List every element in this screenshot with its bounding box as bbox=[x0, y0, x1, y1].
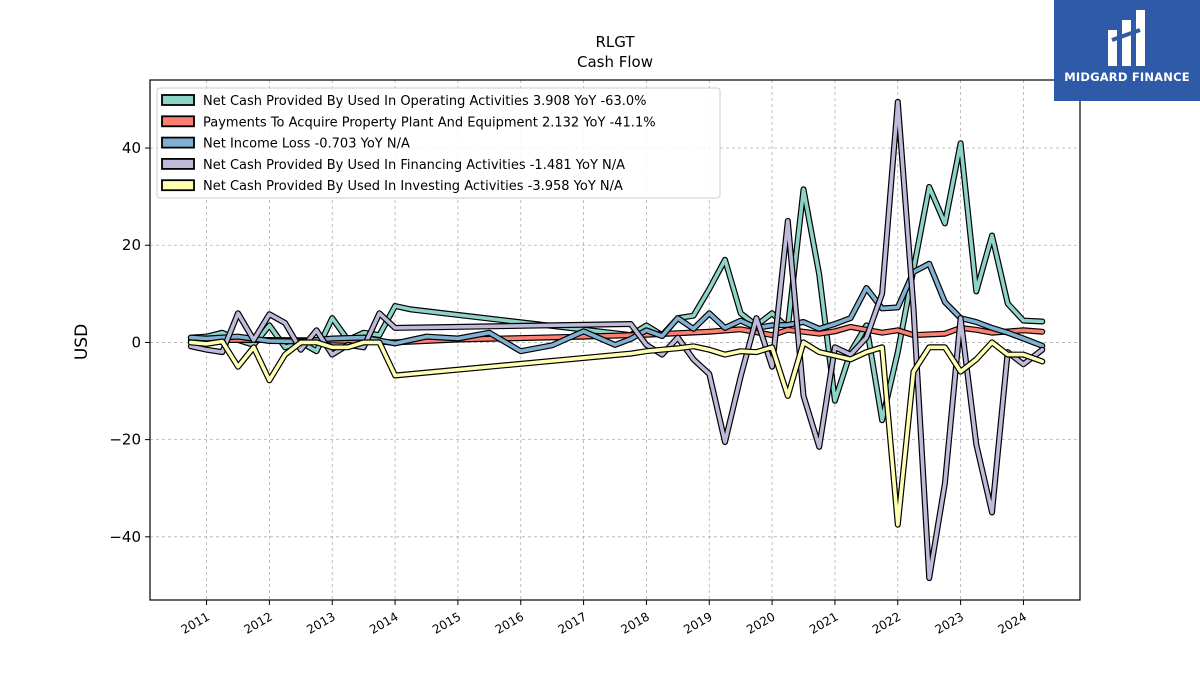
x-tick-label: 2017 bbox=[556, 609, 589, 636]
x-tick-label: 2023 bbox=[933, 609, 966, 636]
y-axis-label: USD bbox=[72, 324, 92, 360]
series-line-5 bbox=[187, 338, 1046, 528]
brand-logo-text: MIDGARD FINANCE bbox=[1064, 70, 1190, 84]
x-tick-label: 2016 bbox=[493, 609, 526, 636]
x-tick-label: 2013 bbox=[304, 609, 337, 636]
brand-logo: MIDGARD FINANCE bbox=[1054, 0, 1200, 101]
legend-swatch-3 bbox=[161, 136, 195, 149]
x-tick-label: 2024 bbox=[995, 609, 1028, 636]
legend-swatch-4 bbox=[161, 157, 195, 170]
legend-box bbox=[156, 87, 721, 199]
y-tick-label: −20 bbox=[109, 431, 141, 449]
x-tick-label: 2022 bbox=[870, 609, 903, 636]
x-tick-label: 2012 bbox=[241, 609, 274, 636]
x-tick-label: 2011 bbox=[179, 609, 212, 636]
series-layer bbox=[187, 98, 1046, 582]
legend: Net Cash Provided By Used In Operating A… bbox=[156, 87, 721, 199]
series-line-4 bbox=[187, 98, 1046, 582]
legend-entry-3: Net Income Loss -0.703 YoY N/A bbox=[203, 137, 410, 152]
legend-entry-2: Payments To Acquire Property Plant And E… bbox=[203, 115, 656, 130]
legend-swatch-1 bbox=[161, 94, 195, 106]
y-tick-label: 20 bbox=[122, 236, 141, 254]
y-tick-label: −40 bbox=[109, 528, 141, 546]
plot-frame bbox=[149, 79, 1081, 601]
x-tick-label: 2014 bbox=[367, 609, 400, 636]
legend-swatch-5 bbox=[161, 179, 195, 192]
legend-entry-1: Net Cash Provided By Used In Operating A… bbox=[203, 94, 646, 109]
series-stroke bbox=[189, 261, 1045, 353]
legend-entry-5: Net Cash Provided By Used In Investing A… bbox=[203, 179, 623, 194]
series-stroke bbox=[189, 339, 1045, 527]
x-tick-label: 2021 bbox=[807, 609, 840, 636]
x-tick-label: 2015 bbox=[430, 609, 463, 636]
legend-swatch-2 bbox=[161, 115, 195, 128]
chart-title: RLGT bbox=[595, 33, 635, 51]
series-stroke bbox=[189, 100, 1045, 580]
y-tick-label: 40 bbox=[122, 139, 141, 157]
x-tick-label: 2019 bbox=[681, 609, 714, 636]
chart-subtitle: Cash Flow bbox=[577, 53, 653, 71]
x-tick-label: 2020 bbox=[744, 609, 777, 636]
legend-entry-4: Net Cash Provided By Used In Financing A… bbox=[203, 158, 625, 173]
midgard-logo-icon bbox=[1108, 10, 1145, 66]
y-tick-label: 0 bbox=[131, 333, 141, 351]
series-line-3 bbox=[187, 260, 1046, 355]
x-tick-label: 2018 bbox=[618, 609, 651, 636]
